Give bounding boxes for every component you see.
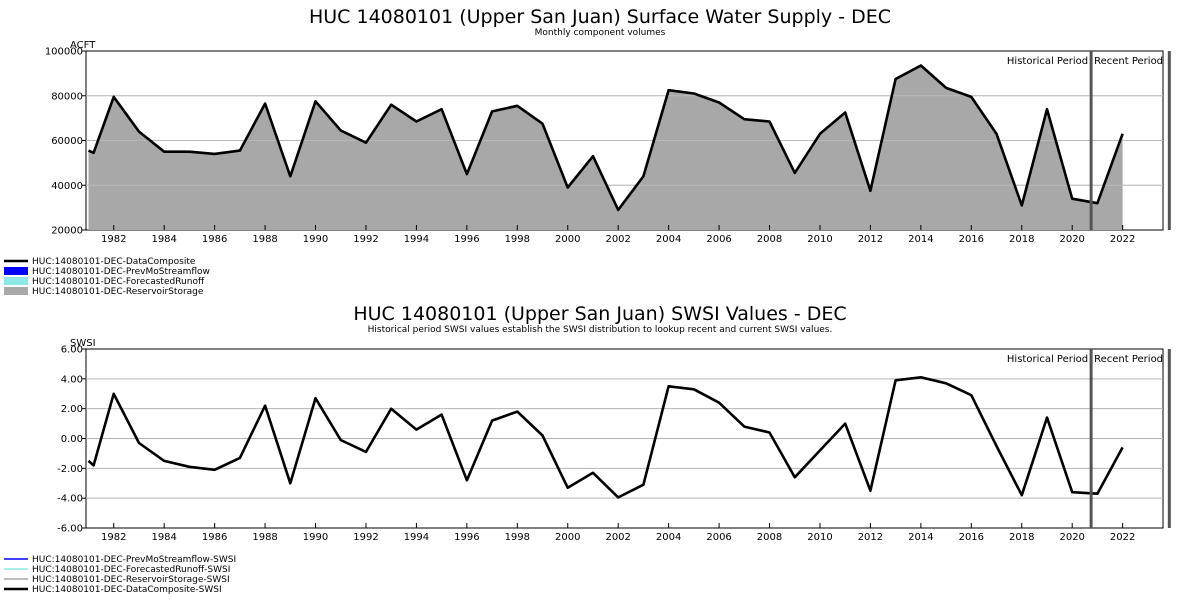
chart1-title: HUC 14080101 (Upper San Juan) Surface Wa… [309, 6, 891, 28]
chart1-recent-period-label: Recent Period [1094, 56, 1163, 67]
chart1-historical-period-label: Historical Period [1007, 56, 1088, 67]
chart2-xtick-label: 2018 [1009, 532, 1034, 543]
chart2-xtick-label: 2002 [605, 532, 630, 543]
chart1-ytick-label: 80000 [51, 91, 83, 102]
chart1-ytick-label: 20000 [51, 226, 83, 237]
chart1-ytick-label: 100000 [45, 47, 83, 58]
chart2-xtick-label: 2010 [807, 532, 832, 543]
chart1-legend-swatch [4, 267, 28, 275]
chart2-xtick-label: 1982 [101, 532, 126, 543]
chart1-xtick-label: 2006 [706, 234, 731, 245]
chart1-xtick-label: 1984 [151, 234, 176, 245]
chart1-xtick-label: 2000 [555, 234, 580, 245]
chart1-xtick-label: 1994 [404, 234, 429, 245]
chart1-plot: 20000 40000 60000 80000 100000 1982 1984 1986 19… [4, 47, 1171, 297]
chart2-ytick-label: -2.00 [57, 464, 83, 475]
chart1-xtick-label: 2018 [1009, 234, 1034, 245]
chart2-xtick-label: 1988 [252, 532, 277, 543]
chart2-xtick-label: 1996 [454, 532, 479, 543]
chart1-xtick-label: 2014 [908, 234, 933, 245]
chart1-xtick-label: 2010 [807, 234, 832, 245]
chart1-legend-label: HUC:14080101-DEC-PrevMoStreamflow [32, 267, 210, 277]
chart1-series-line [87, 64, 1124, 212]
chart1-xtick-label: 1992 [353, 234, 378, 245]
chart2-xtick-label: 2006 [706, 532, 731, 543]
chart2-xtick-label: 2008 [757, 532, 782, 543]
chart2-xtick-label: 1990 [303, 532, 328, 543]
chart1-legend-label: HUC:14080101-DEC-DataComposite [32, 257, 196, 267]
chart1-subtitle: Monthly component volumes [535, 28, 666, 38]
chart1-ylabel: ACFT [70, 40, 96, 51]
chart1-xtick-label: 2020 [1059, 234, 1084, 245]
chart1-ytick-label: 60000 [51, 136, 83, 147]
chart1-xtick-label: 2002 [605, 234, 630, 245]
chart2-recent-period-label: Recent Period [1094, 354, 1163, 365]
chart1-legend-label: HUC:14080101-DEC-ForecastedRunoff [32, 277, 205, 287]
chart2-xtick-label: 2016 [959, 532, 984, 543]
chart2-ytick-label: 4.00 [61, 374, 83, 385]
chart2-historical-period-label: Historical Period [1007, 354, 1088, 365]
chart2-xtick-label: 2012 [858, 532, 883, 543]
chart2-legend-label: HUC:14080101-DEC-PrevMoStreamflow-SWSI [32, 555, 236, 565]
chart2-xtick-label: 1994 [404, 532, 429, 543]
chart2-plot: -6.00 -4.00 -2.00 0.00 2.00 4.00 6.00 1982 1984 1… [4, 345, 1171, 595]
chart2-ytick-label: -6.00 [57, 524, 83, 535]
chart2-xtick-label: 1998 [505, 532, 530, 543]
chart2-series-line [87, 376, 1124, 499]
chart1-xtick-label: 1988 [252, 234, 277, 245]
chart1-xtick-label: 1986 [202, 234, 227, 245]
chart2-xtick-label: 2020 [1059, 532, 1084, 543]
chart2-ylabel: SWSI [70, 338, 96, 349]
chart1-xtick-label: 1996 [454, 234, 479, 245]
chart2-ytick-label: 0.00 [61, 434, 83, 445]
chart1-xtick-label: 1982 [101, 234, 126, 245]
chart2-xtick-label: 2022 [1110, 532, 1135, 543]
chart2-xtick-label: 2000 [555, 532, 580, 543]
chart2-subtitle: Historical period SWSI values establish … [368, 325, 833, 335]
chart2-legend-label: HUC:14080101-DEC-ReservoirStorage-SWSI [32, 575, 230, 585]
chart2-legend-label: HUC:14080101-DEC-DataComposite-SWSI [32, 585, 222, 595]
chart2-xtick-label: 2014 [908, 532, 933, 543]
chart2-ytick-label: -4.00 [57, 494, 83, 505]
chart1-xtick-label: 1998 [505, 234, 530, 245]
chart2-ytick-label: 2.00 [61, 404, 83, 415]
chart1-xtick-label: 2012 [858, 234, 883, 245]
chart1-xtick-label: 2008 [757, 234, 782, 245]
chart2-legend-label: HUC:14080101-DEC-ForecastedRunoff-SWSI [32, 565, 230, 575]
chart2-xtick-label: 1992 [353, 532, 378, 543]
chart1-ytick-label: 40000 [51, 181, 83, 192]
chart1-legend-swatch [4, 287, 28, 295]
chart2-xtick-label: 1986 [202, 532, 227, 543]
chart2-xtick-label: 1984 [151, 532, 176, 543]
chart1-legend-label: HUC:14080101-DEC-ReservoirStorage [32, 287, 204, 297]
chart2-title: HUC 14080101 (Upper San Juan) SWSI Value… [353, 303, 846, 325]
chart1-series-area [88, 65, 1123, 230]
chart1-legend-swatch [4, 277, 28, 285]
chart1-xtick-label: 2016 [959, 234, 984, 245]
chart1-xtick-label: 2022 [1110, 234, 1135, 245]
chart2-ytick-label: 6.00 [61, 345, 83, 356]
chart1-xtick-label: 2004 [656, 234, 681, 245]
chart2-xtick-label: 2004 [656, 532, 681, 543]
chart1-xtick-label: 1990 [303, 234, 328, 245]
